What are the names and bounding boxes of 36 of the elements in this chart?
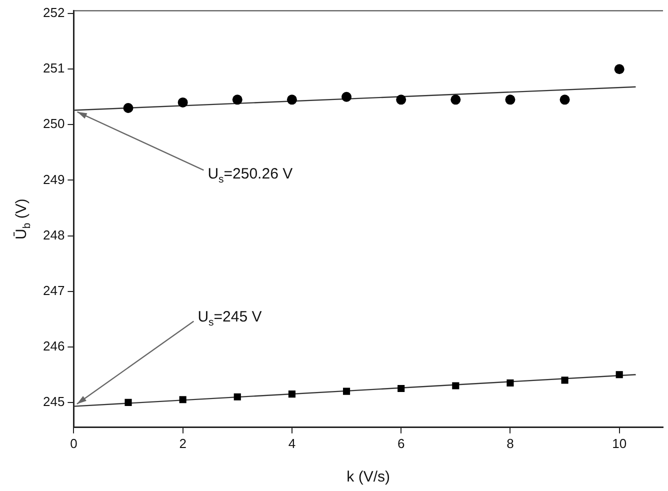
point (560, 94, 570, 105)
point (178, 97, 188, 108)
y-tick-label: 251 (42, 60, 65, 76)
y-tick-label: 252 (42, 5, 65, 20)
y-axis-title: Ūb (V) (13, 198, 34, 240)
y-tick-label: 246 (42, 338, 65, 354)
x-tick-label: 8 (506, 436, 514, 451)
point (452, 382, 460, 390)
point (234, 393, 241, 400)
x-tick-label: 4 (288, 436, 296, 451)
point (505, 94, 516, 105)
point (561, 376, 568, 384)
point (616, 371, 623, 378)
point (124, 398, 132, 406)
point (396, 94, 406, 105)
point (614, 64, 624, 74)
y-tick-label: 248 (42, 227, 65, 242)
point (398, 384, 405, 392)
x-tick-label: 6 (397, 436, 405, 451)
point (288, 390, 296, 398)
x-tick-label: 10 (612, 436, 627, 451)
y-tick-label: 245 (42, 394, 65, 409)
y-tick-label: 247 (42, 282, 65, 298)
x-axis-title: k (V/s) (346, 468, 390, 486)
point (286, 94, 297, 105)
point (232, 94, 242, 105)
y-tick-label: 249 (42, 172, 65, 187)
x-tick-label: 2 (179, 436, 186, 451)
x-tick-label: 0 (70, 436, 78, 451)
point (179, 396, 186, 404)
point (123, 103, 134, 114)
point (506, 379, 514, 386)
point (450, 94, 461, 105)
y-tick-label: 250 (42, 116, 65, 132)
point (342, 388, 350, 395)
point (342, 92, 352, 102)
